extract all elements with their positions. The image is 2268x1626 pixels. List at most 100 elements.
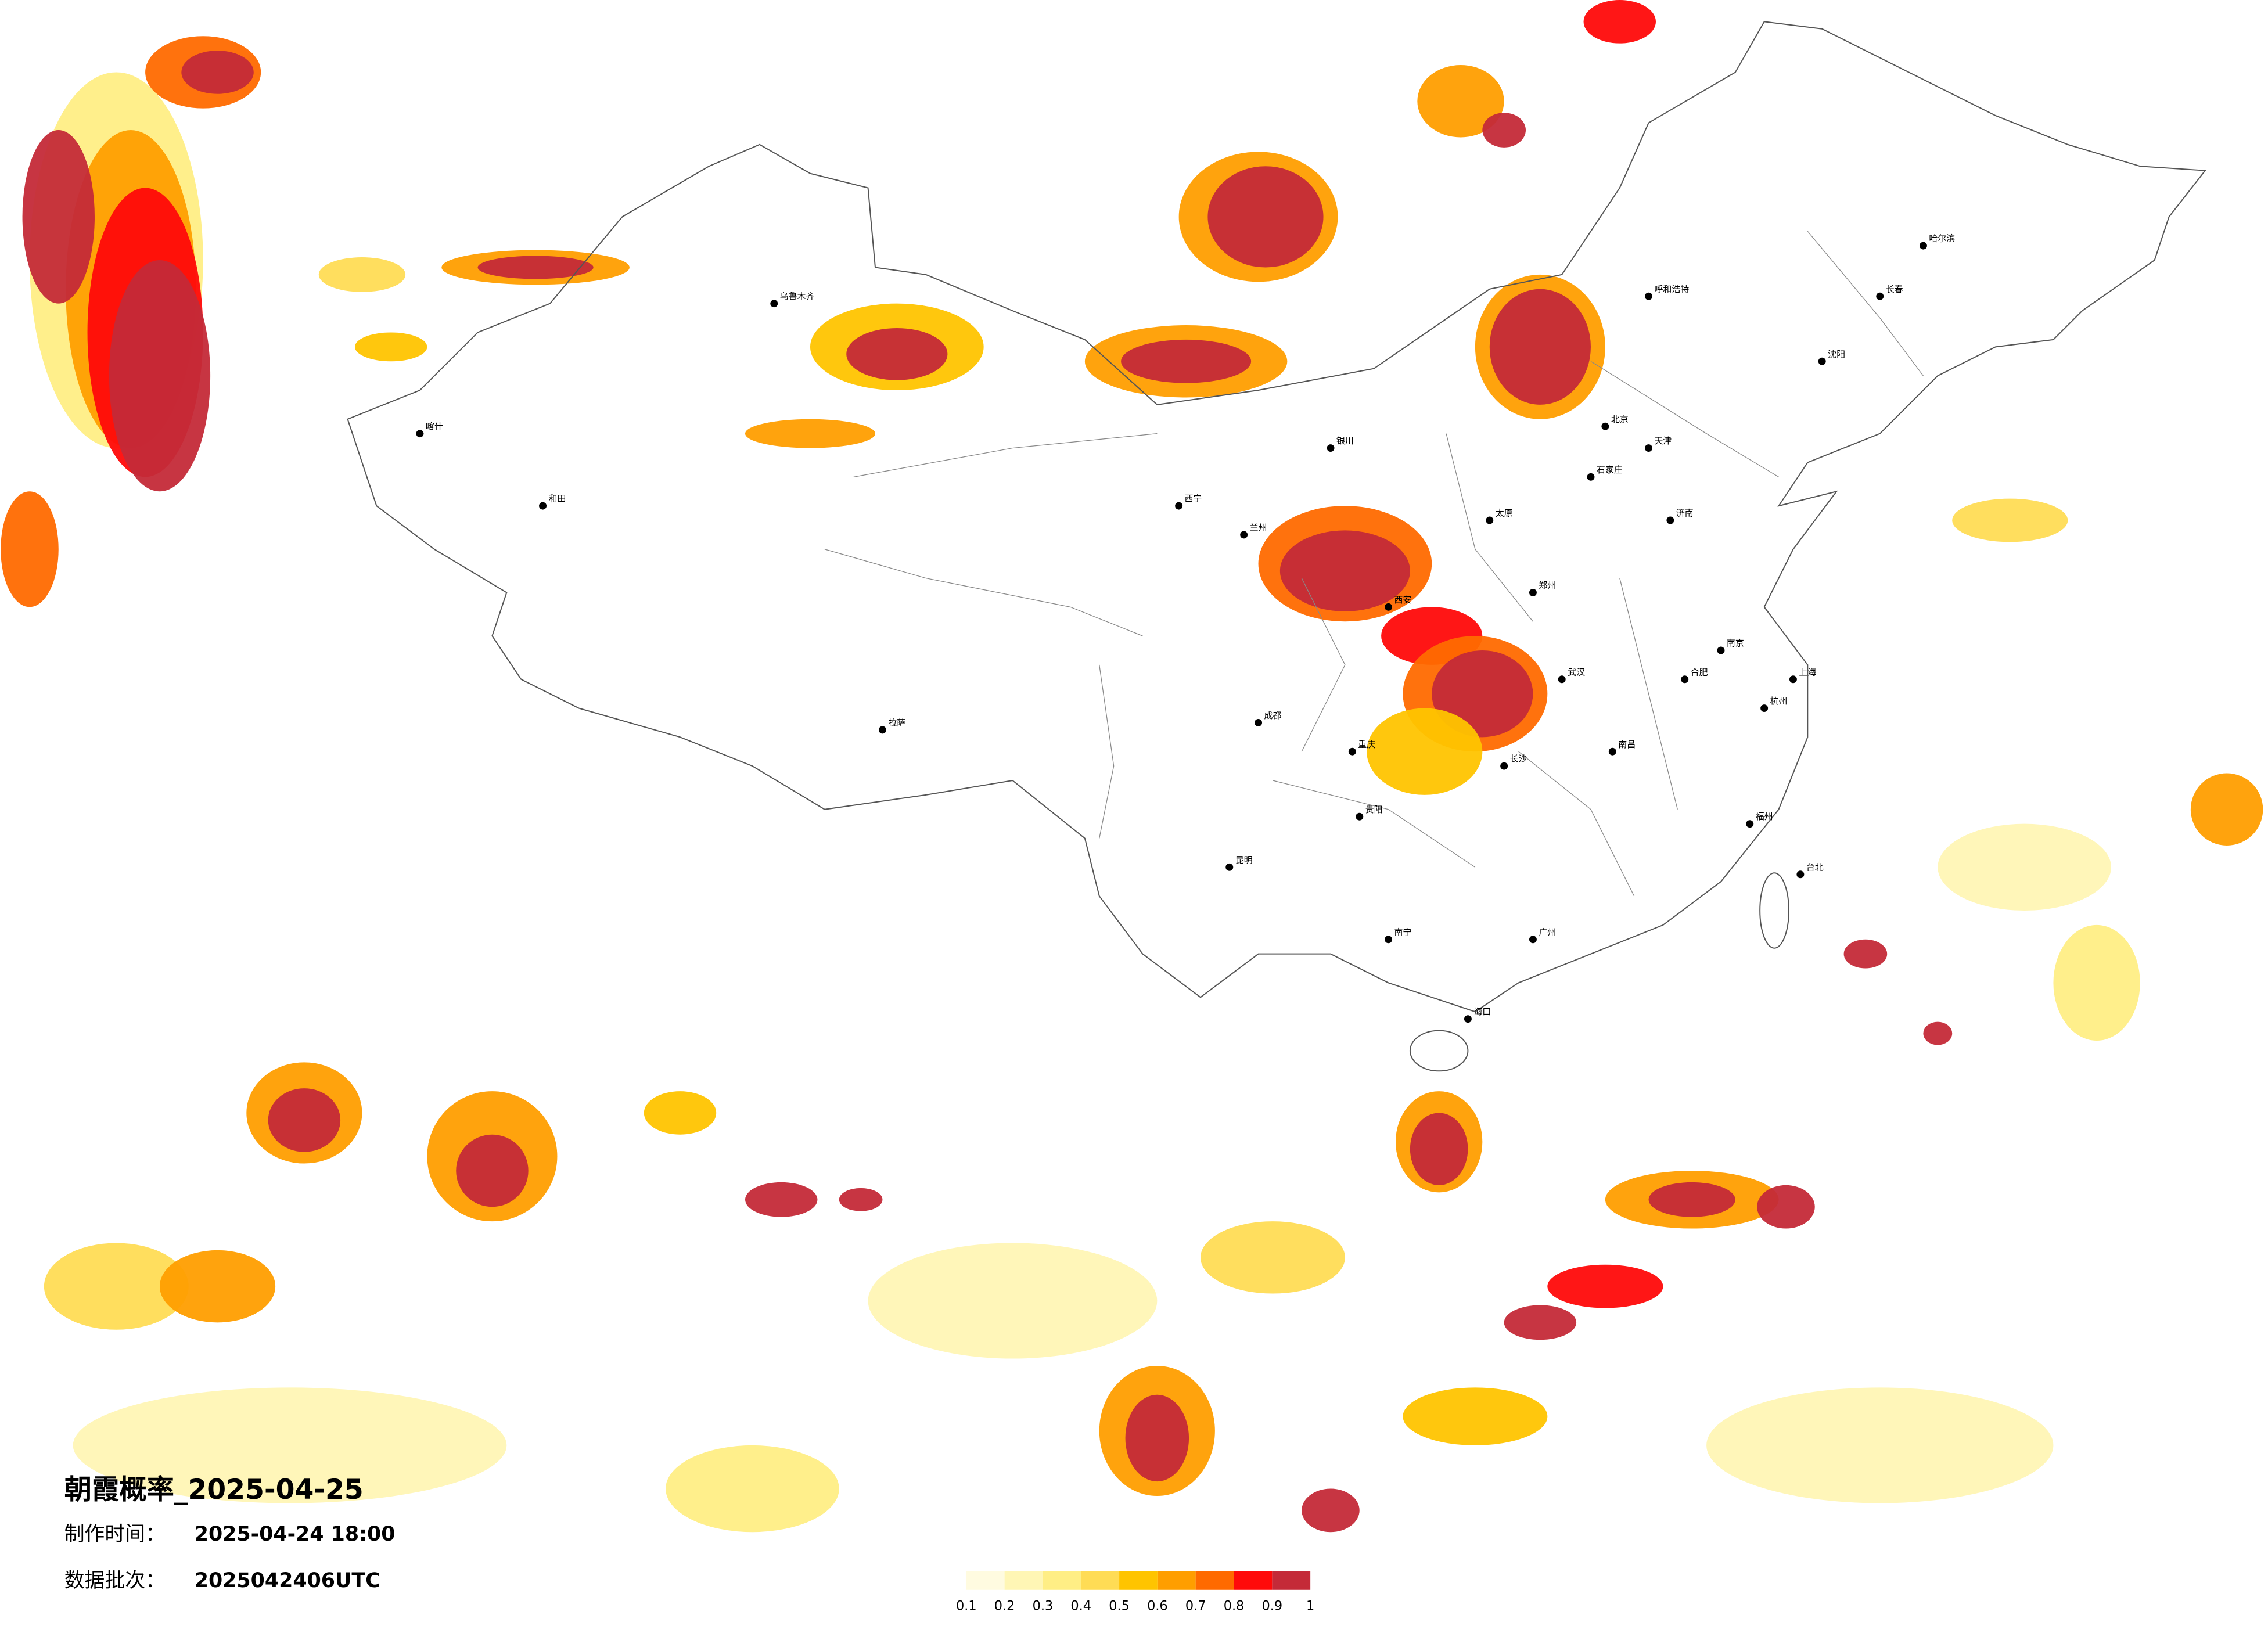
city-label: 福州 — [1756, 811, 1773, 822]
probability-field — [1, 0, 2263, 1533]
probability-patch — [1432, 650, 1533, 738]
city-label: 石家庄 — [1597, 465, 1623, 475]
city-label: 济南 — [1676, 508, 1694, 519]
probability-patch — [181, 51, 254, 94]
probability-patch — [1121, 339, 1252, 383]
city-dot — [1558, 675, 1566, 684]
legend-tick-label: 0.1 — [956, 1599, 977, 1614]
city-dot — [1385, 603, 1393, 611]
legend-tick-label: 0.4 — [1070, 1599, 1091, 1614]
taiwan-outline — [1759, 872, 1789, 949]
probability-patch — [109, 260, 211, 492]
city-dot — [1587, 473, 1595, 481]
probability-patch — [1482, 113, 1526, 148]
legend-tick-label: 0.7 — [1185, 1599, 1206, 1614]
legend-swatch — [1043, 1571, 1081, 1590]
probability-patch — [318, 257, 406, 292]
probability-patch — [644, 1091, 717, 1135]
probability-patch — [1367, 708, 1483, 795]
city-dot — [1240, 531, 1248, 539]
city-label: 重庆 — [1358, 739, 1375, 750]
probability-patch — [868, 1243, 1158, 1359]
city-dot — [1529, 936, 1537, 944]
legend-swatch — [1119, 1571, 1158, 1590]
city-label: 上海 — [1799, 667, 1816, 677]
map-title: 朝霞概率_2025-04-25 — [64, 1474, 364, 1506]
city-label: 武汉 — [1568, 667, 1585, 677]
city-dot — [1876, 292, 1884, 300]
info-value: 2025-04-24 18:00 — [195, 1523, 396, 1546]
probability-patch — [1403, 1387, 1548, 1445]
province-lines — [824, 231, 1924, 897]
probability-patch — [1938, 823, 2111, 911]
hainan-outline — [1409, 1030, 1469, 1072]
probability-patch — [44, 1243, 189, 1330]
legend-tick-label: 0.3 — [1033, 1599, 1054, 1614]
country-outline — [347, 21, 2206, 1013]
city-label: 成都 — [1264, 710, 1282, 721]
city-label: 西宁 — [1185, 494, 1202, 504]
probability-patch — [1207, 166, 1324, 268]
city-label: 银川 — [1336, 436, 1354, 446]
city-label: 昆明 — [1235, 855, 1253, 865]
city-label: 郑州 — [1539, 580, 1556, 591]
legend-swatch — [1004, 1571, 1043, 1590]
city-label: 南宁 — [1394, 927, 1412, 937]
city-dot — [1175, 502, 1183, 510]
city-dot — [1818, 357, 1826, 365]
city-label: 长沙 — [1510, 754, 1527, 764]
probability-patch — [1279, 530, 1410, 611]
probability-patch — [846, 328, 948, 380]
city-dot — [1464, 1015, 1472, 1023]
probability-patch — [268, 1088, 341, 1152]
probability-patch — [745, 419, 875, 448]
city-dot — [1645, 444, 1653, 452]
probability-patch — [1547, 1264, 1663, 1308]
city-dot — [539, 502, 547, 510]
probability-patch — [1302, 1488, 1360, 1533]
city-label: 海口 — [1473, 1006, 1491, 1017]
city-label: 南京 — [1727, 638, 1744, 649]
city-label: 贵阳 — [1365, 804, 1383, 815]
probability-patch — [2190, 773, 2263, 846]
probability-patch — [159, 1250, 276, 1323]
probability-patch — [1417, 65, 1504, 138]
city-dot — [1796, 870, 1805, 879]
legend-tick-label: 0.5 — [1109, 1599, 1130, 1614]
city-label: 天津 — [1655, 436, 1672, 446]
city-label: 喀什 — [426, 421, 443, 431]
probability-patch — [477, 256, 594, 279]
probability-patch — [1706, 1387, 2054, 1503]
city-label: 和田 — [549, 494, 566, 504]
info-label: 数据批次： — [64, 1569, 166, 1592]
legend-swatch — [1272, 1571, 1311, 1590]
probability-patch — [1952, 498, 2068, 542]
legend-tick-label: 0.6 — [1147, 1599, 1168, 1614]
city-label: 广州 — [1539, 927, 1556, 937]
probability-patch — [745, 1182, 818, 1217]
city-label: 拉萨 — [888, 717, 905, 728]
city-label: 哈尔滨 — [1929, 233, 1955, 244]
probability-patch — [1200, 1221, 1345, 1294]
city-label: 杭州 — [1770, 696, 1788, 706]
probability-patch — [1, 491, 59, 607]
city-dot — [1645, 292, 1653, 300]
city-dot — [1385, 936, 1393, 944]
city-dot — [1681, 675, 1689, 684]
info-label: 制作时间： — [64, 1523, 166, 1546]
probability-patch — [456, 1134, 529, 1207]
probability-patch — [354, 332, 427, 362]
probability-patch — [2053, 924, 2140, 1041]
probability-patch — [22, 130, 95, 304]
city-dot — [1225, 863, 1234, 871]
legend-swatch — [1195, 1571, 1234, 1590]
info-value: 2025042406UTC — [195, 1569, 380, 1592]
legend-tick-label: 0.9 — [1262, 1599, 1283, 1614]
probability-patch — [1648, 1182, 1735, 1217]
city-dot — [1486, 516, 1494, 524]
probability-patch — [1923, 1021, 1953, 1045]
city-label: 北京 — [1611, 414, 1629, 425]
